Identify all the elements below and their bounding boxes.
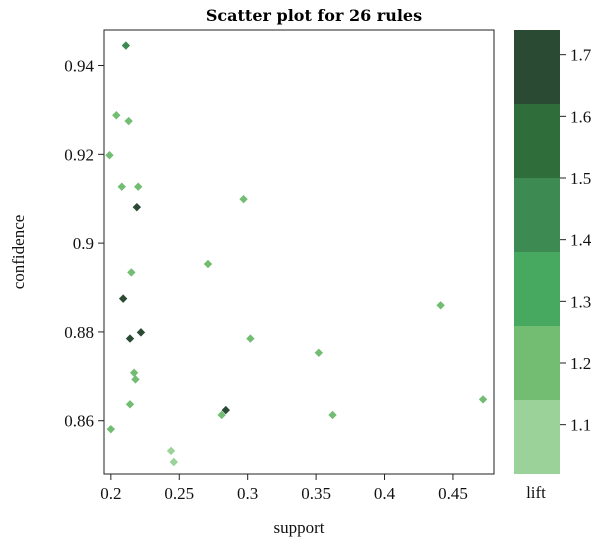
legend-ticks: 1.1 1.2 1.3 1.4 1.5 1.6 1.7	[560, 46, 592, 435]
legend-tick-label: 1.1	[570, 416, 591, 435]
plot-frame	[103, 29, 495, 475]
y-axis-label: confidence	[9, 215, 28, 290]
points-layer	[105, 41, 488, 467]
legend-tick-label: 1.4	[570, 231, 592, 250]
x-tick-label: 0.3	[237, 484, 258, 503]
y-tick-label: 0.86	[64, 412, 94, 431]
legend-tick-label: 1.7	[570, 46, 592, 65]
data-point	[117, 182, 126, 191]
color-legend: 1.1 1.2 1.3 1.4 1.5 1.6 1.7 lift	[514, 30, 592, 502]
legend-bands	[514, 30, 560, 474]
data-point	[436, 301, 445, 310]
data-point	[203, 259, 213, 269]
y-tick-label: 0.92	[64, 145, 94, 164]
legend-title: lift	[526, 483, 546, 502]
y-tick-label: 0.9	[73, 234, 94, 253]
data-point	[246, 334, 255, 343]
legend-band	[514, 178, 560, 252]
legend-tick-label: 1.2	[570, 354, 591, 373]
chart-title: Scatter plot for 26 rules	[206, 6, 422, 25]
data-point	[118, 294, 128, 303]
legend-band	[514, 104, 560, 178]
x-tick-label: 0.35	[301, 484, 331, 503]
legend-tick-label: 1.5	[570, 169, 591, 188]
legend-band	[514, 30, 560, 104]
data-point	[136, 328, 146, 337]
data-point	[105, 151, 114, 160]
legend-band	[514, 326, 560, 400]
data-point	[112, 111, 121, 120]
data-point	[125, 400, 135, 409]
data-point	[134, 182, 143, 191]
y-tick-label: 0.94	[64, 57, 94, 76]
data-point	[129, 368, 139, 377]
data-point	[124, 116, 133, 126]
data-point	[169, 457, 178, 467]
y-axis: 0.86 0.88 0.9 0.92 0.94	[64, 57, 104, 431]
legend-tick-label: 1.3	[570, 292, 591, 311]
data-point	[239, 194, 248, 204]
data-point	[328, 410, 337, 420]
data-point	[217, 410, 226, 420]
x-axis: 0.2 0.25 0.3 0.35 0.4 0.45	[100, 474, 468, 503]
x-tick-label: 0.4	[374, 484, 396, 503]
legend-band	[514, 400, 560, 474]
data-point	[106, 424, 116, 434]
data-point	[221, 405, 230, 415]
legend-band	[514, 252, 560, 326]
plot-area: 0.2 0.25 0.3 0.35 0.4 0.45 0.86 0.88 0.9 0.92 0.9…	[64, 29, 495, 503]
y-tick-label: 0.88	[64, 323, 94, 342]
data-point	[125, 334, 135, 343]
data-point	[314, 348, 324, 357]
data-point	[478, 395, 488, 404]
x-axis-label: support	[274, 518, 325, 537]
legend-tick-label: 1.6	[570, 107, 591, 126]
data-point	[131, 375, 140, 384]
data-point	[132, 202, 142, 212]
data-point	[127, 268, 136, 277]
data-point	[166, 446, 176, 456]
x-tick-label: 0.25	[164, 484, 194, 503]
x-tick-label: 0.2	[100, 484, 121, 503]
data-point	[121, 41, 131, 50]
x-tick-label: 0.45	[438, 484, 468, 503]
